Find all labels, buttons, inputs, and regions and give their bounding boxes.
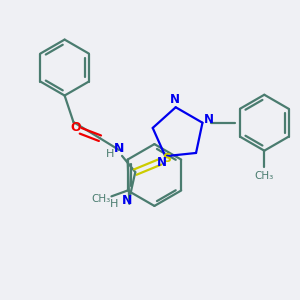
Text: S: S bbox=[162, 152, 171, 165]
Text: N: N bbox=[122, 194, 132, 207]
Text: CH₃: CH₃ bbox=[92, 194, 111, 204]
Text: N: N bbox=[204, 113, 214, 126]
Text: O: O bbox=[70, 122, 81, 134]
Text: N: N bbox=[157, 156, 166, 169]
Text: N: N bbox=[114, 142, 124, 155]
Text: CH₃: CH₃ bbox=[255, 171, 274, 181]
Text: H: H bbox=[110, 199, 118, 209]
Text: N: N bbox=[170, 93, 180, 106]
Text: H: H bbox=[106, 148, 114, 158]
